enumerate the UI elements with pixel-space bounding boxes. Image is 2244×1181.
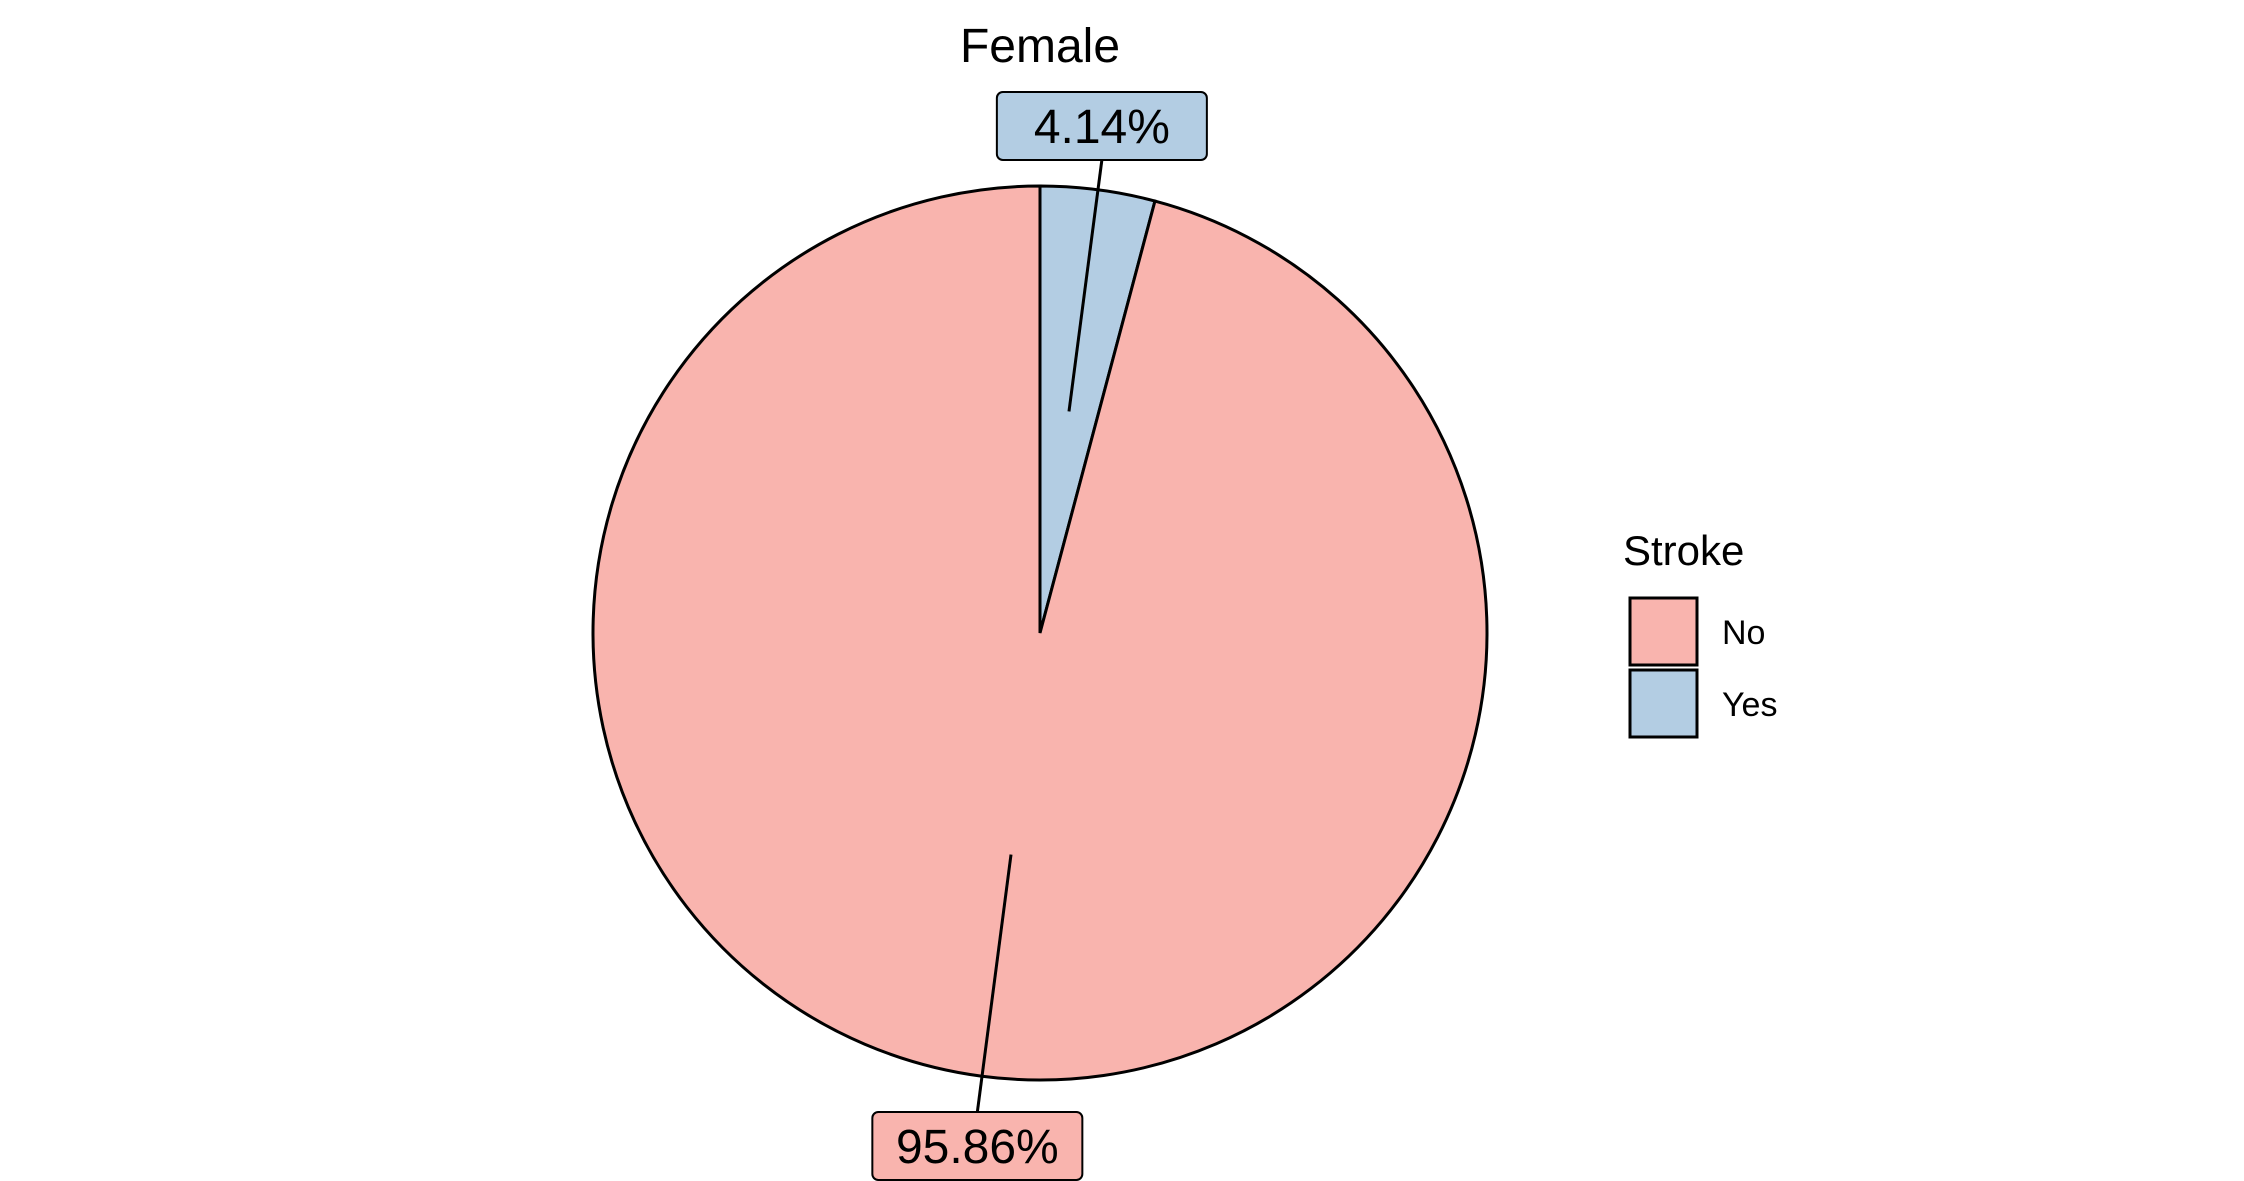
pie-slice-no <box>591 184 1489 1082</box>
legend-key-no <box>1628 596 1699 667</box>
pie-slices <box>591 184 1489 1082</box>
data-label-no: 95.86% <box>871 1111 1084 1181</box>
slice-labels: 95.86% 4.14% <box>871 91 1208 1181</box>
data-label-box <box>871 1111 1084 1181</box>
legend-items: No Yes <box>1628 596 1777 739</box>
legend-title: Stroke <box>1623 527 1744 574</box>
data-label-box <box>995 91 1208 161</box>
label-leader-lines <box>975 159 1104 1113</box>
leader-line-yes <box>1067 159 1104 412</box>
chart-title: Female <box>960 20 1120 73</box>
legend-key-yes <box>1628 668 1699 739</box>
leader-line-no <box>975 854 1013 1113</box>
data-label-text: 95.86% <box>896 1121 1059 1174</box>
data-label-yes: 4.14% <box>995 91 1208 161</box>
data-label-text: 4.14% <box>1034 101 1170 154</box>
legend: Stroke No Yes <box>1623 527 1777 739</box>
legend-label-yes: Yes <box>1722 686 1777 724</box>
legend-label-no: No <box>1722 614 1765 652</box>
